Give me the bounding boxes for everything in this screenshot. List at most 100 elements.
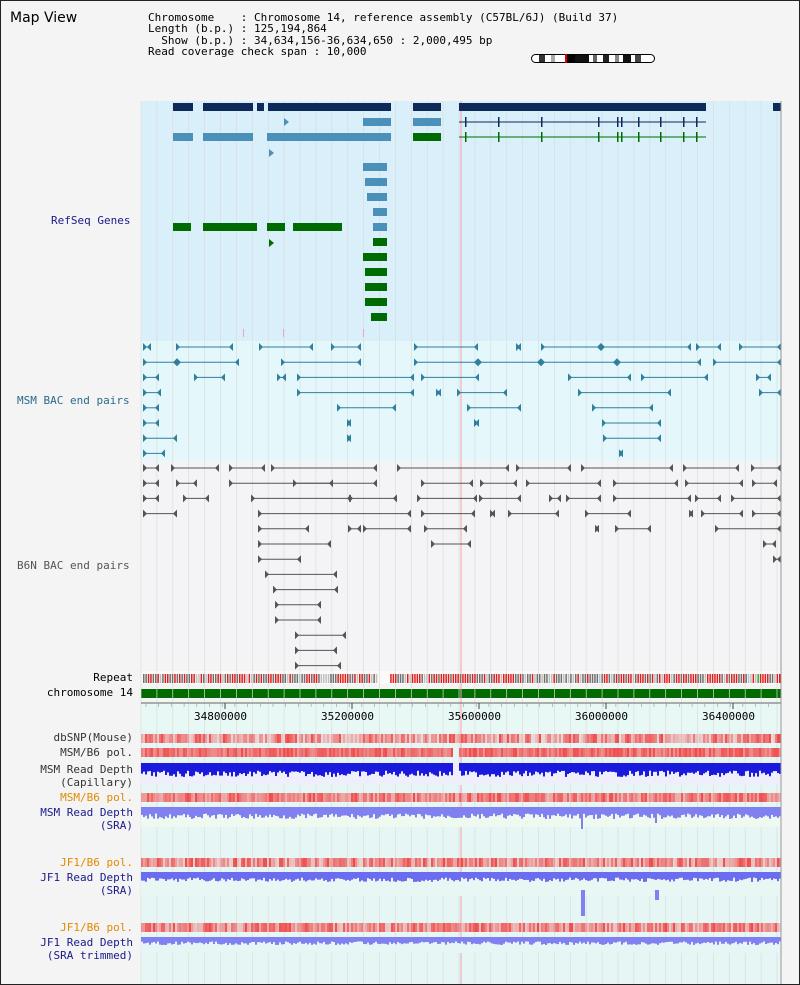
polymorphism-cell <box>161 858 163 867</box>
polymorphism-cell <box>289 748 291 757</box>
polymorphism-cell <box>377 734 379 743</box>
depth-bar <box>611 807 613 814</box>
polymorphism-cell <box>265 748 267 757</box>
repeat-element <box>488 674 491 683</box>
polymorphism-cell <box>681 734 683 743</box>
polymorphism-cell <box>363 734 365 743</box>
polymorphism-cell <box>521 858 523 867</box>
track-label-msm-b6-pol-2[interactable]: MSM/B6 pol. <box>60 791 133 804</box>
polymorphism-cell <box>383 923 385 932</box>
polymorphism-cell <box>347 748 349 757</box>
track-label-jf1-depth-trimmed[interactable]: JF1 Read Depth (SRA trimmed) <box>40 936 133 962</box>
depth-bar <box>193 937 195 943</box>
b6n-bac-pair-end <box>349 494 353 503</box>
depth-bar <box>217 937 219 944</box>
depth-bar <box>767 872 769 879</box>
depth-bar <box>509 807 511 815</box>
depth-bar <box>711 807 713 815</box>
polymorphism-cell <box>273 858 275 867</box>
polymorphism-cell <box>163 748 165 757</box>
depth-bar <box>631 807 633 818</box>
track-label-jf1-b6-pol-2[interactable]: JF1/B6 pol. <box>60 921 133 934</box>
depth-bar <box>731 763 733 774</box>
repeat-element <box>757 674 759 683</box>
b6n-bac-pair-end <box>777 509 781 518</box>
depth-bar <box>275 763 277 777</box>
depth-bar <box>763 937 765 942</box>
polymorphism-cell <box>173 793 175 802</box>
depth-bar <box>335 807 337 815</box>
depth-bar <box>477 763 479 777</box>
depth-bar <box>735 937 737 942</box>
polymorphism-cell <box>223 923 225 932</box>
polymorphism-cell <box>719 858 721 867</box>
polymorphism-cell <box>289 923 291 932</box>
depth-bar <box>339 763 341 776</box>
repeat-element <box>627 674 630 683</box>
track-label-repeat[interactable]: Repeat <box>93 671 133 684</box>
depth-bar <box>381 937 383 944</box>
depth-bar <box>307 937 309 945</box>
depth-bar <box>323 937 325 942</box>
polymorphism-cell <box>657 793 659 802</box>
polymorphism-cell <box>313 858 315 867</box>
depth-bar <box>399 807 401 814</box>
polymorphism-cell <box>161 748 163 757</box>
polymorphism-cell <box>671 858 673 867</box>
b6n-bac-pair-end <box>229 464 233 472</box>
polymorphism-cell <box>637 793 639 802</box>
polymorphism-cell <box>511 923 513 932</box>
polymorphism-cell <box>153 793 155 802</box>
polymorphism-cell <box>417 858 419 867</box>
depth-bar <box>285 763 287 774</box>
b6n-bac-pair-end <box>627 509 631 518</box>
polymorphism-cell <box>317 858 319 867</box>
polymorphism-cell <box>153 748 155 757</box>
depth-bar <box>743 937 745 942</box>
repeat-element <box>555 674 558 683</box>
polymorphism-cell <box>287 734 289 743</box>
depth-bar <box>471 807 473 814</box>
depth-bar <box>531 937 533 945</box>
depth-bar <box>311 763 313 772</box>
chromosome-idiogram[interactable] <box>531 54 655 63</box>
depth-bar <box>347 763 349 774</box>
depth-bar <box>317 937 319 942</box>
repeat-element <box>707 674 709 683</box>
polymorphism-cell <box>581 734 583 743</box>
polymorphism-cell <box>225 923 227 932</box>
polymorphism-cell <box>767 734 769 743</box>
depth-bar <box>477 807 479 815</box>
depth-bar <box>507 872 509 881</box>
polymorphism-cell <box>175 748 177 757</box>
polymorphism-cell <box>433 793 435 802</box>
track-label-b6n-bac[interactable]: B6N BAC end pairs <box>17 559 130 572</box>
depth-bar <box>533 807 535 818</box>
polymorphism-cell <box>145 748 147 757</box>
depth-bar <box>327 872 329 882</box>
track-label-msm-depth-sra[interactable]: MSM Read Depth (SRA) <box>40 806 133 832</box>
polymorphism-cell <box>693 858 695 867</box>
polymorphism-cell <box>523 734 525 743</box>
depth-bar <box>755 872 757 879</box>
polymorphism-cell <box>461 793 463 802</box>
track-label-dbsnp[interactable]: dbSNP(Mouse) <box>53 731 133 744</box>
track-label-jf1-depth-sra[interactable]: JF1 Read Depth (SRA) <box>40 871 133 897</box>
polymorphism-cell <box>595 923 597 932</box>
depth-bar <box>717 763 719 773</box>
polymorphism-cell <box>383 734 385 743</box>
track-label-refseq[interactable]: RefSeq Genes <box>51 214 131 227</box>
depth-bar <box>639 872 641 882</box>
polymorphism-cell <box>191 734 193 743</box>
track-label-msm-b6-pol-1[interactable]: MSM/B6 pol. <box>60 746 133 759</box>
depth-bar <box>163 763 165 771</box>
track-label-chromosome[interactable]: chromosome 14 <box>46 686 133 699</box>
track-label-msm-bac[interactable]: MSM BAC end pairs <box>17 394 130 407</box>
track-label-msm-depth-capillary[interactable]: MSM Read Depth (Capillary) <box>40 763 133 789</box>
polymorphism-cell <box>725 858 727 867</box>
depth-bar <box>691 937 693 943</box>
depth-bar <box>351 872 353 880</box>
track-label-jf1-b6-pol-1[interactable]: JF1/B6 pol. <box>60 856 133 869</box>
b6n-bac-pair-end <box>305 524 309 533</box>
polymorphism-cell <box>227 858 229 867</box>
